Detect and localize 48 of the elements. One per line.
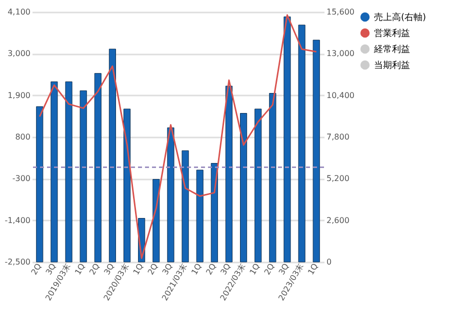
y-tick-label: -300 [12, 174, 30, 184]
legend-label: 経常利益 [373, 44, 410, 55]
bar [108, 48, 116, 262]
y-tick-label: -2,500 [4, 258, 30, 266]
line-series [38, 14, 318, 259]
bar [50, 81, 58, 262]
y2-tick-label: 5,200 [326, 174, 350, 184]
bar [210, 163, 218, 262]
y2-tick-label: 15,600 [326, 8, 354, 16]
bar [80, 90, 87, 262]
legend-label: 売上高(右軸) [374, 12, 426, 23]
bar [269, 93, 276, 262]
legend-label: 当期利益 [374, 60, 410, 71]
bar [94, 73, 102, 262]
y2-tick-label: 10,400 [326, 90, 354, 100]
bar [312, 40, 320, 262]
y2-tick-label: 2,600 [326, 216, 350, 225]
bar [167, 127, 174, 262]
x-tick-label: 1Q [190, 262, 204, 276]
x-tick-label: 1Q [248, 262, 262, 276]
bar [124, 108, 131, 262]
y-tick-label: 4,100 [8, 8, 30, 16]
x-tick-label: 1Q [132, 262, 146, 276]
bar [196, 170, 204, 262]
legend-label: 営業利益 [374, 28, 410, 39]
bar [284, 16, 291, 262]
x-tick-label: 1Q [306, 262, 320, 276]
x-tick-label: 2Q [204, 262, 218, 276]
bar [225, 86, 232, 262]
bar [182, 150, 189, 262]
x-tick-label: 1Q [73, 262, 87, 276]
y-tick-label: 1,900 [8, 90, 30, 100]
bar [65, 81, 72, 262]
y-tick-label: 800 [15, 132, 30, 142]
bar [240, 113, 248, 262]
bar [298, 24, 306, 262]
y-tick-label: 3,000 [8, 49, 30, 58]
x-tick-label: 2Q [146, 262, 160, 276]
y2-tick-label: 0 [326, 258, 332, 266]
y2-tick-label: 7,800 [326, 132, 350, 142]
x-tick-label: 2Q [30, 262, 44, 276]
x-tick-label: 2Q [262, 262, 276, 276]
x-tick-label: 2Q [88, 262, 102, 276]
bar [254, 108, 262, 262]
bar [152, 179, 160, 262]
y-tick-label: -1,400 [4, 216, 30, 225]
y2-tick-label: 13,000 [326, 49, 354, 58]
bar [36, 106, 44, 262]
